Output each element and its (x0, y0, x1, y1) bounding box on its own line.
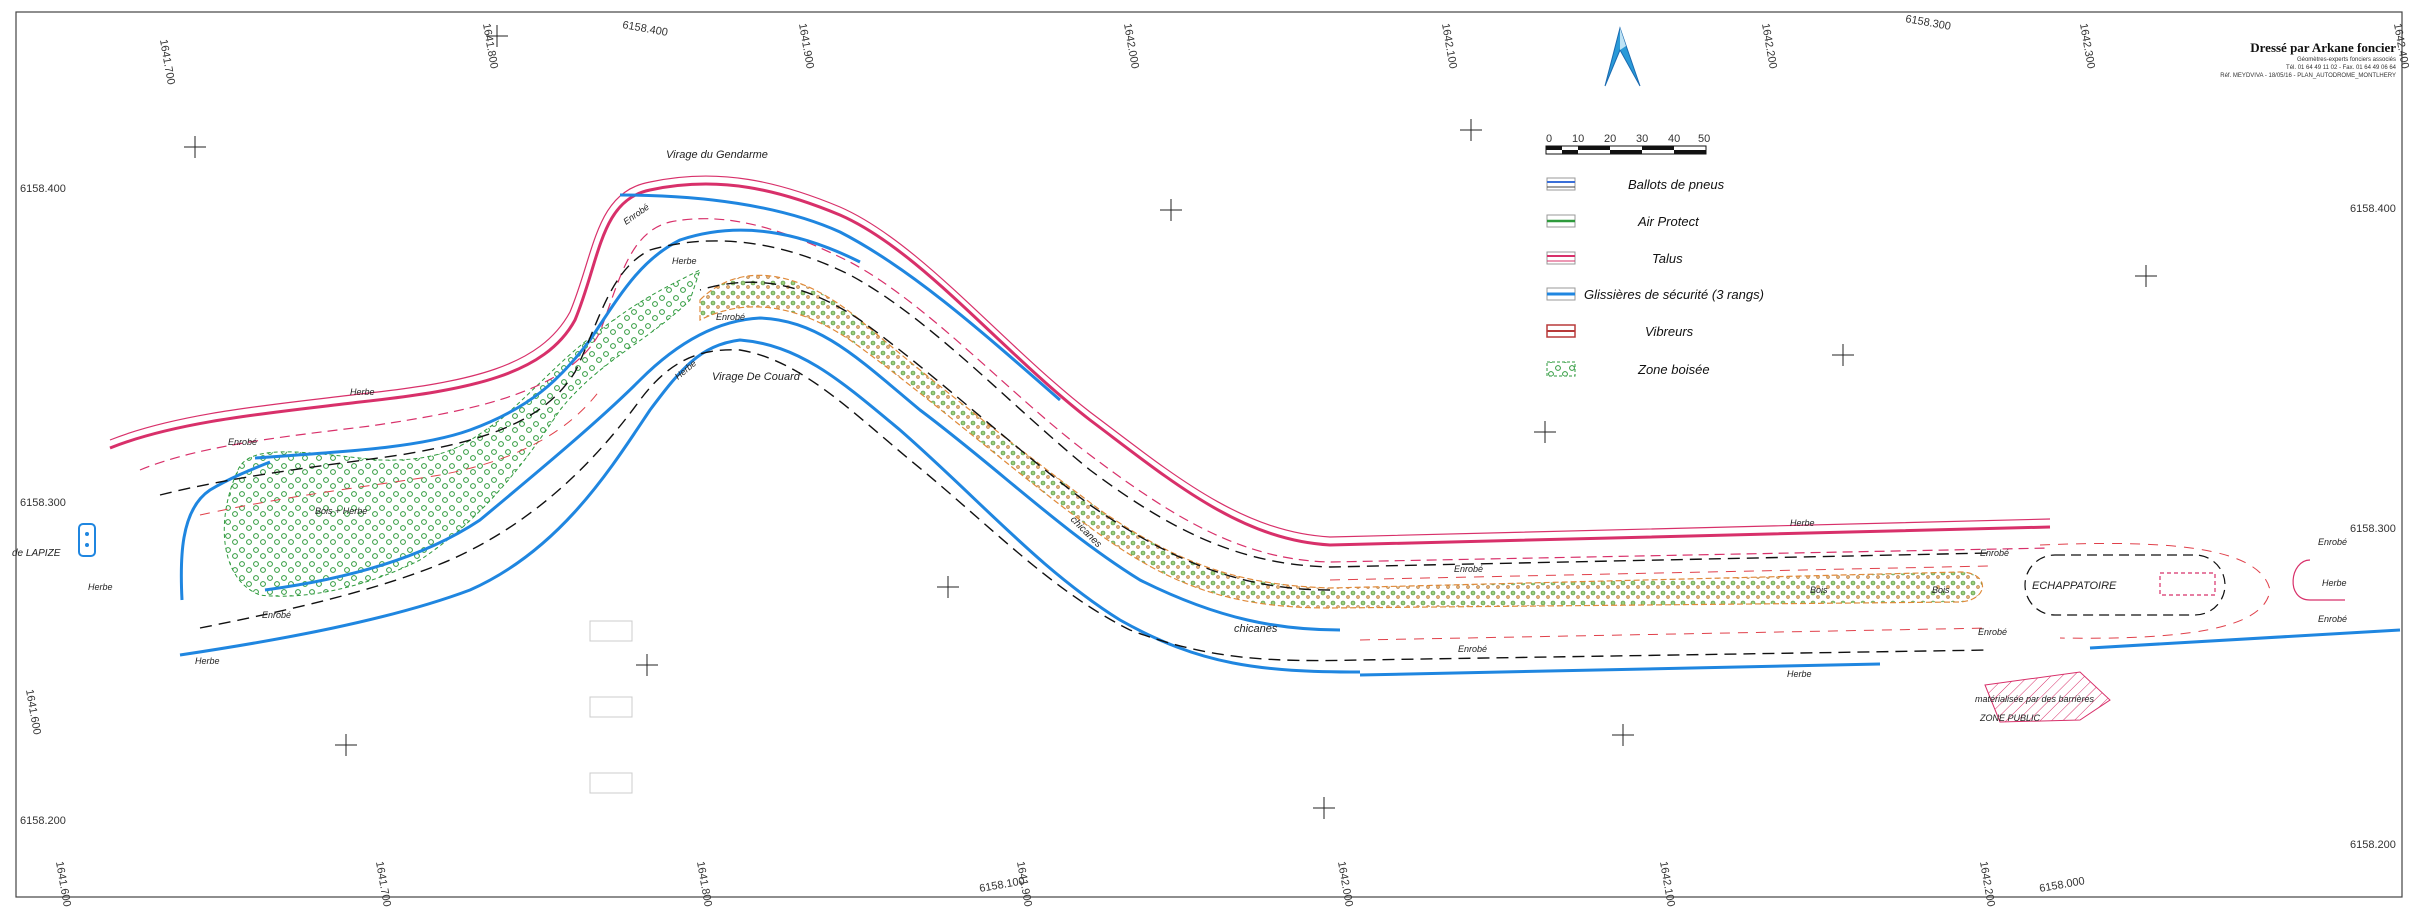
coord-left: 6158.400 (20, 183, 66, 195)
label-chicanes: chicanes (1234, 623, 1278, 635)
label-enrobe: Enrobé (621, 202, 651, 227)
title-line: Tél. 01 64 49 11 02 - Fax. 01 64 49 06 6… (2286, 65, 2396, 71)
coord-bottom: 1641.700 (373, 860, 393, 907)
coord-right: 6158.200 (2350, 839, 2396, 851)
label-enrobe: Enrobé (1978, 627, 2007, 637)
grid-crosses (184, 25, 2157, 819)
coord-left: 6158.300 (20, 497, 66, 509)
talus-lines (109, 175, 2051, 563)
legend: Ballots de pneus Air Protect Talus Gliss… (1546, 177, 1764, 377)
label-herbe: Herbe (673, 358, 698, 381)
coord-left: 6158.200 (20, 815, 66, 827)
legend-item-ballots: Ballots de pneus (1546, 177, 1725, 192)
label-bois: Bois (1810, 585, 1828, 595)
legend-item-talus: Talus (1546, 251, 1683, 266)
place-labels: Virage du Gendarme Virage De Couard Bois… (12, 149, 2347, 723)
label-herbe: Herbe (88, 582, 113, 592)
legend-label: Glissières de sécurité (3 rangs) (1584, 287, 1764, 302)
track-edges (159, 240, 1991, 662)
guardrail-lines (179, 193, 2401, 677)
label-herbe: Herbe (2322, 578, 2347, 588)
scale-tick: 0 (1546, 133, 1552, 145)
title-line: Géomètres-experts fonciers associés (2296, 57, 2396, 63)
coord-top: 1641.900 (796, 22, 816, 69)
label-enrobe: Enrobé (1980, 548, 2009, 558)
label-enrobe: Enrobé (1458, 644, 1487, 654)
label-lapize: de LAPIZE (12, 548, 61, 559)
legend-label: Talus (1652, 251, 1683, 266)
label-herbe: Herbe (350, 387, 375, 397)
legend-label: Ballots de pneus (1628, 177, 1725, 192)
coord-left: 1641.600 (23, 688, 43, 735)
coord-top: 6158.400 (621, 19, 668, 39)
label-virage-couard: Virage De Couard (712, 371, 801, 383)
coord-top: 1641.700 (157, 38, 177, 85)
legend-item-air-protect: Air Protect (1546, 214, 1700, 229)
label-enrobe: Enrobé (228, 437, 257, 447)
coord-bottom: 1641.600 (53, 860, 73, 907)
coord-right: 6158.300 (2350, 523, 2396, 535)
empty-boxes (589, 620, 633, 794)
coord-bottom: 1641.800 (694, 860, 714, 907)
tyre-dot (85, 532, 89, 536)
scale-tick: 20 (1604, 133, 1616, 145)
legend-label: Air Protect (1637, 214, 1700, 229)
legend-item-glissieres: Glissières de sécurité (3 rangs) (1546, 287, 1764, 302)
label-zone-public: ZONE PUBLIC (1979, 713, 2041, 723)
label-enrobe: Enrobé (2318, 614, 2347, 624)
title-company: Dressé par Arkane foncier (2250, 40, 2396, 55)
label-enrobe: Enrobé (2318, 537, 2347, 547)
label-herbe: Herbe (195, 656, 220, 666)
coord-top: 6158.300 (1904, 13, 1951, 33)
tyre-barrier-lapize (78, 523, 96, 557)
title-line: Réf. MEYDVIVA - 18/05/16 - PLAN_AUTODROM… (2220, 73, 2396, 79)
north-arrow-icon (1604, 26, 1641, 87)
legend-label: Zone boisée (1637, 362, 1710, 377)
label-enrobe: Enrobé (716, 312, 745, 322)
label-barrieres: matérialisée par des barrières (1975, 694, 2095, 704)
coord-top: 1642.000 (1121, 22, 1141, 69)
coord-top: 1642.200 (1759, 22, 1779, 69)
coord-bottom: 1642.100 (1657, 860, 1677, 907)
central-strip (699, 274, 1984, 609)
label-herbe: Herbe (1790, 518, 1815, 528)
map-frame (15, 11, 2403, 898)
tyre-dot (85, 543, 89, 547)
coord-bottom: 1642.000 (1335, 860, 1355, 907)
label-bois-herbe: Bois + Herbe (315, 506, 367, 516)
scale-tick: 30 (1636, 133, 1648, 145)
coord-top: 1642.300 (2077, 22, 2097, 69)
zone-public (1984, 671, 2111, 723)
label-enrobe: Enrobé (262, 610, 291, 620)
label-virage-gendarme: Virage du Gendarme (666, 149, 768, 161)
label-bois: Bois (1932, 585, 1950, 595)
coord-top: 1642.100 (1439, 22, 1459, 69)
label-echappatoire: ECHAPPATOIRE (2032, 580, 2117, 592)
label-herbe: Herbe (1787, 669, 1812, 679)
legend-item-vibreurs: Vibreurs (1546, 324, 1694, 339)
coord-right: 6158.400 (2350, 203, 2396, 215)
scale-tick: 50 (1698, 133, 1710, 145)
scale-tick: 10 (1572, 133, 1584, 145)
vibreur-lines (199, 389, 2271, 641)
escape-zone (2024, 554, 2345, 616)
label-enrobe: Enrobé (1454, 564, 1483, 574)
legend-item-zone-boisee: Zone boisée (1546, 361, 1710, 377)
scale-tick: 40 (1668, 133, 1680, 145)
title-block: Dressé par Arkane foncier Géomètres-expe… (2166, 40, 2396, 80)
legend-label: Vibreurs (1645, 324, 1694, 339)
label-herbe: Herbe (672, 256, 697, 266)
coord-bottom: 1642.200 (1977, 860, 1997, 907)
scale-bar: 0 10 20 30 40 50 (1545, 133, 1710, 155)
coord-bottom: 6158.000 (2038, 875, 2085, 895)
